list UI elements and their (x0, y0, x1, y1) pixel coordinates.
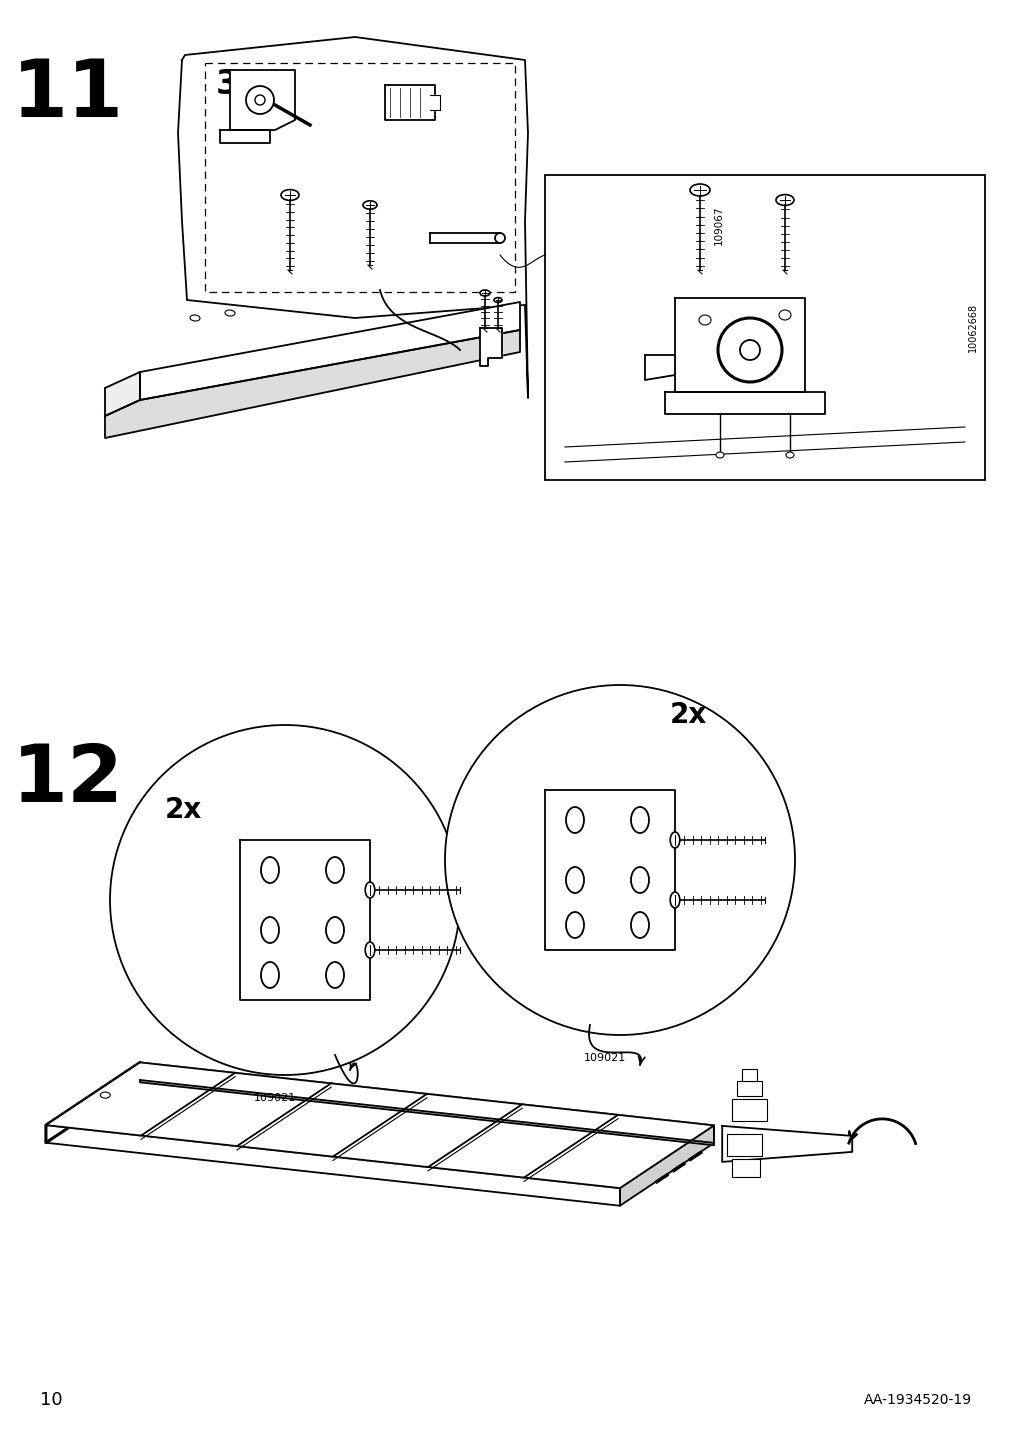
Ellipse shape (363, 200, 377, 209)
Bar (545, 175, 984, 480)
Ellipse shape (739, 339, 759, 359)
Text: 3: 3 (215, 69, 239, 102)
Ellipse shape (565, 866, 583, 894)
Polygon shape (430, 233, 501, 243)
Polygon shape (333, 1094, 427, 1160)
Ellipse shape (326, 962, 344, 988)
Text: 10: 10 (40, 1390, 63, 1409)
Ellipse shape (445, 684, 795, 1035)
Text: 109067: 109067 (714, 205, 723, 245)
Ellipse shape (261, 916, 279, 944)
Ellipse shape (479, 291, 489, 296)
Ellipse shape (631, 808, 648, 833)
Ellipse shape (190, 315, 200, 321)
Polygon shape (45, 1063, 140, 1143)
Polygon shape (524, 1116, 618, 1181)
Polygon shape (105, 329, 520, 438)
Bar (205, 63, 515, 292)
Polygon shape (237, 1084, 331, 1150)
Bar (732, 1158, 759, 1177)
Text: 12: 12 (12, 740, 124, 819)
Ellipse shape (281, 189, 298, 200)
Ellipse shape (565, 912, 583, 938)
Ellipse shape (690, 183, 710, 196)
Ellipse shape (493, 298, 501, 302)
Ellipse shape (224, 309, 235, 316)
Polygon shape (229, 70, 295, 130)
Polygon shape (105, 372, 140, 417)
Polygon shape (545, 790, 674, 949)
Ellipse shape (786, 453, 794, 458)
Text: 10062668: 10062668 (968, 302, 977, 352)
Polygon shape (219, 130, 270, 143)
Ellipse shape (326, 916, 344, 944)
Text: 109021: 109021 (254, 1093, 296, 1103)
Polygon shape (140, 1080, 714, 1146)
Bar (732, 1098, 766, 1121)
Ellipse shape (699, 315, 711, 325)
Ellipse shape (100, 1093, 110, 1098)
Ellipse shape (669, 832, 679, 848)
Ellipse shape (246, 86, 274, 115)
Polygon shape (664, 392, 824, 414)
Ellipse shape (255, 95, 265, 105)
Bar (736, 1081, 761, 1095)
Ellipse shape (631, 912, 648, 938)
Ellipse shape (717, 318, 782, 382)
Text: 11: 11 (12, 56, 124, 135)
Polygon shape (620, 1126, 714, 1206)
Ellipse shape (669, 892, 679, 908)
Polygon shape (240, 841, 370, 1000)
Polygon shape (428, 1104, 522, 1171)
Polygon shape (45, 1063, 714, 1189)
Ellipse shape (110, 725, 460, 1075)
Polygon shape (178, 37, 528, 398)
Text: 2x: 2x (165, 796, 202, 823)
Text: 109021: 109021 (583, 1053, 626, 1063)
Text: AA-1934520-19: AA-1934520-19 (863, 1393, 971, 1408)
Ellipse shape (326, 856, 344, 884)
Ellipse shape (778, 309, 791, 319)
Polygon shape (141, 1073, 235, 1140)
Bar (741, 1068, 756, 1081)
Ellipse shape (365, 942, 374, 958)
Polygon shape (140, 1063, 714, 1143)
Ellipse shape (565, 808, 583, 833)
Ellipse shape (494, 233, 504, 243)
Text: 2x: 2x (669, 702, 707, 729)
Ellipse shape (775, 195, 794, 205)
Ellipse shape (631, 866, 648, 894)
Bar (727, 1134, 761, 1156)
Polygon shape (674, 298, 804, 392)
Polygon shape (479, 328, 501, 367)
Polygon shape (140, 302, 520, 400)
Ellipse shape (716, 453, 723, 458)
Ellipse shape (261, 962, 279, 988)
Polygon shape (722, 1126, 851, 1161)
Ellipse shape (261, 856, 279, 884)
Ellipse shape (365, 882, 374, 898)
Polygon shape (384, 84, 435, 120)
Polygon shape (644, 355, 674, 379)
Polygon shape (45, 1126, 620, 1206)
Polygon shape (430, 95, 440, 110)
